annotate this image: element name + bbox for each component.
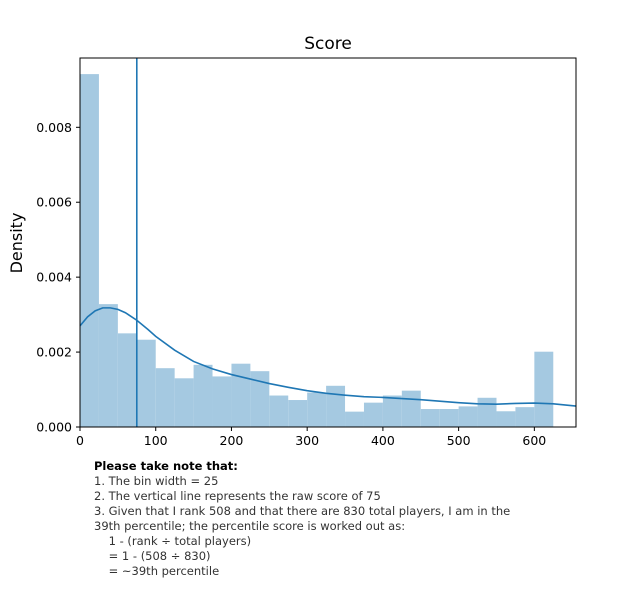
chart-title: Score	[304, 34, 352, 54]
x-tick-label: 300	[295, 433, 319, 448]
histogram-bar-7	[193, 364, 213, 427]
histogram-bar-16	[363, 402, 383, 427]
note-line-3: 3. Given that I rank 508 and that there …	[94, 504, 511, 518]
histogram-bar-18	[401, 390, 421, 427]
histogram-bar-2	[98, 304, 118, 427]
histogram-bar-10	[250, 371, 270, 427]
y-axis-label: Density	[7, 213, 26, 274]
y-tick-label: 0.008	[36, 120, 72, 135]
y-axis-ticks: 0.000 0.002 0.004 0.006 0.008	[36, 120, 80, 435]
note-box: Please take note that: 1. The bin width …	[94, 459, 614, 579]
histogram-bar-22	[477, 397, 497, 427]
x-axis-ticks: 0 100 200 300 400 500 600	[76, 427, 546, 448]
histogram-bar-13	[307, 392, 327, 427]
note-line-1: 1. The bin width = 25	[94, 474, 219, 488]
histogram-bar-20	[439, 409, 459, 427]
x-tick-label: 600	[522, 433, 546, 448]
histogram-bars	[80, 74, 554, 427]
x-tick-label: 200	[220, 433, 244, 448]
y-tick-label: 0.002	[36, 345, 72, 360]
note-line-6: = 1 - (508 ÷ 830)	[94, 549, 211, 563]
histogram-bar-21	[458, 406, 478, 427]
histogram-bar-14	[326, 385, 346, 427]
x-tick-label: 400	[371, 433, 395, 448]
histogram-bar-15	[345, 411, 364, 427]
histogram-bar-17	[382, 395, 402, 427]
x-tick-label: 100	[144, 433, 168, 448]
histogram-bar-3	[117, 333, 137, 427]
histogram-bar-5	[155, 368, 175, 427]
y-tick-label: 0.004	[36, 270, 72, 285]
kde-curve	[79, 307, 577, 407]
histogram-bar-11	[269, 395, 289, 427]
plot-frame	[79, 57, 577, 428]
histogram-bar-12	[288, 400, 308, 427]
histogram-bar-8	[212, 376, 232, 427]
x-tick-label: 0	[76, 433, 84, 448]
histogram-bar-23	[496, 411, 516, 427]
note-line-5: 1 - (rank ÷ total players)	[94, 534, 252, 548]
histogram-bar-6	[174, 378, 194, 427]
histogram-bar-1	[80, 74, 99, 427]
histogram-bar-24	[515, 407, 535, 427]
histogram-bar-25	[534, 351, 554, 427]
note-line-2: 2. The vertical line represents the raw …	[94, 489, 381, 503]
note-line-4: 39th percentile; the percentile score is…	[94, 519, 406, 533]
y-tick-label: 0.006	[36, 195, 72, 210]
histogram-bar-9	[231, 363, 251, 427]
note-heading: Please take note that:	[94, 459, 238, 473]
histogram-bar-19	[420, 409, 440, 427]
x-tick-label: 500	[447, 433, 471, 448]
note-line-7: = ~39th percentile	[94, 564, 220, 578]
y-tick-label: 0.000	[36, 420, 72, 435]
histogram-bar-4	[136, 339, 156, 427]
